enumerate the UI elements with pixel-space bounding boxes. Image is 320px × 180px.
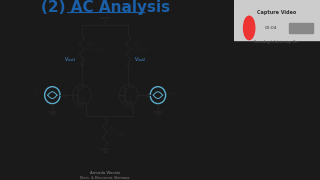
Text: Recording (click to stop. Re...: Recording (click to stop. Re... bbox=[254, 40, 300, 44]
Text: $R_{C1}$: $R_{C1}$ bbox=[86, 40, 98, 49]
Text: 3.3 kΩ: 3.3 kΩ bbox=[132, 47, 148, 52]
Text: Capture Video: Capture Video bbox=[257, 10, 296, 15]
Text: (2) AC Analysis: (2) AC Analysis bbox=[41, 0, 170, 15]
Text: Elect. & Electronic Shimane: Elect. & Electronic Shimane bbox=[80, 176, 130, 180]
Bar bbox=[289, 23, 313, 33]
Text: 3.3 kΩ: 3.3 kΩ bbox=[86, 47, 102, 52]
Text: 00:04: 00:04 bbox=[265, 26, 277, 30]
Text: 2.2 kΩ: 2.2 kΩ bbox=[109, 132, 125, 137]
Text: $Q_1$: $Q_1$ bbox=[76, 103, 85, 112]
Text: $V_{out1}$: $V_{out1}$ bbox=[64, 55, 76, 64]
Text: Armada Waeiwi: Armada Waeiwi bbox=[90, 171, 120, 175]
Bar bbox=[234, 0, 320, 40]
Text: $V_{i2}$: $V_{i2}$ bbox=[167, 89, 177, 98]
Text: $R_{C2}$: $R_{C2}$ bbox=[132, 40, 144, 49]
Text: $R_E$: $R_E$ bbox=[109, 124, 117, 133]
Circle shape bbox=[244, 16, 255, 40]
Text: $V_{i1}$: $V_{i1}$ bbox=[33, 89, 43, 98]
Text: $V_{out2}$: $V_{out2}$ bbox=[134, 55, 146, 64]
Text: $Q_2$: $Q_2$ bbox=[126, 103, 135, 112]
